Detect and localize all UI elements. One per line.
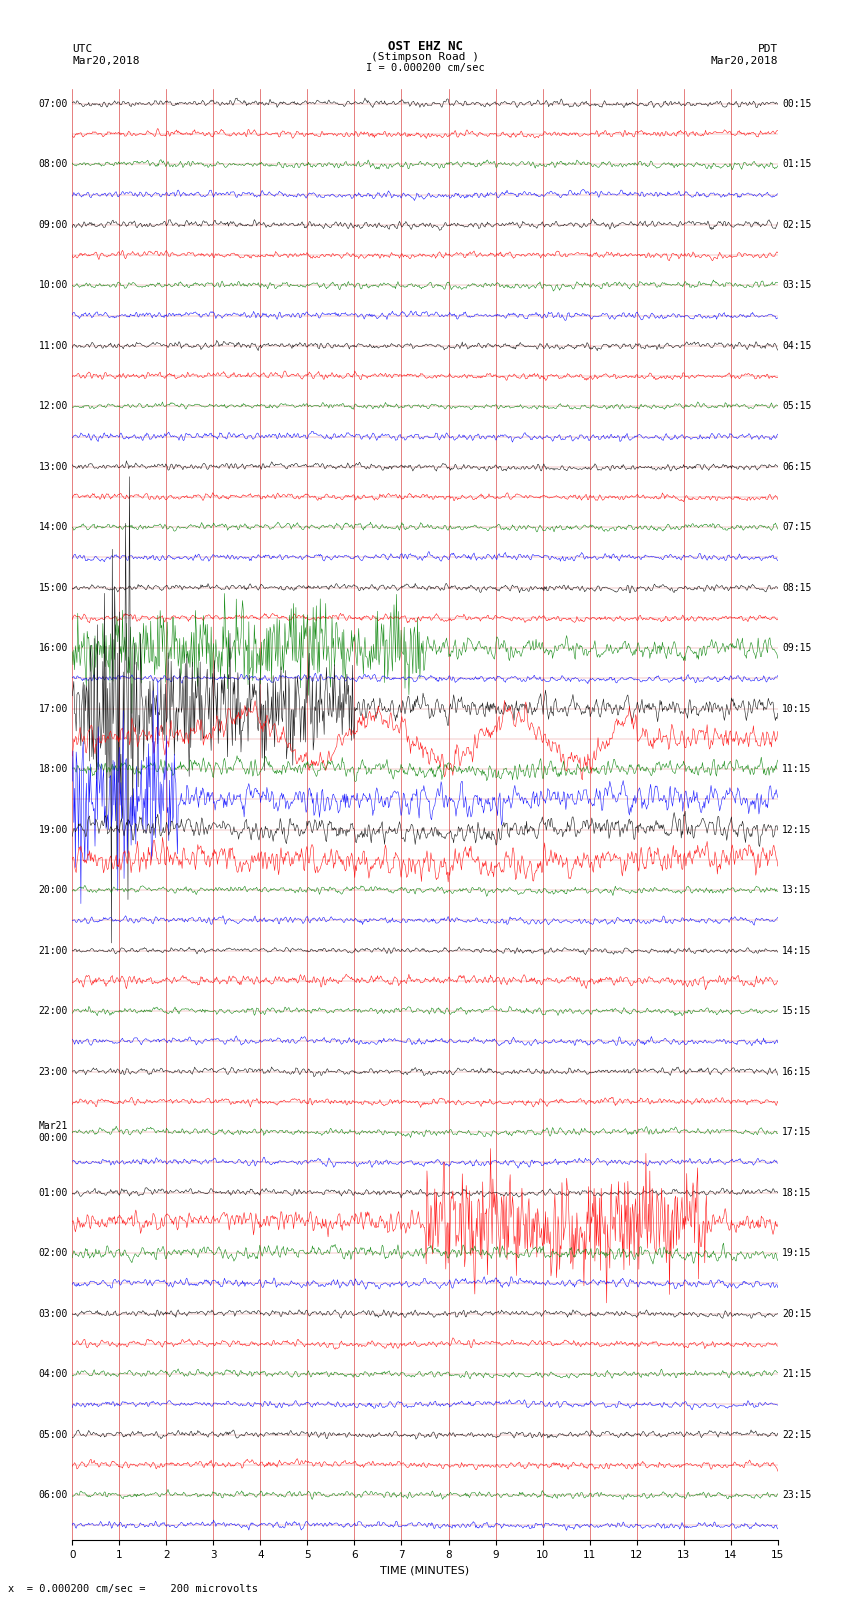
Text: I = 0.000200 cm/sec: I = 0.000200 cm/sec bbox=[366, 63, 484, 73]
Text: OST EHZ NC: OST EHZ NC bbox=[388, 40, 462, 53]
Text: 12:00: 12:00 bbox=[38, 402, 68, 411]
Text: 20:15: 20:15 bbox=[782, 1308, 812, 1318]
Text: 04:15: 04:15 bbox=[782, 340, 812, 350]
Text: 08:00: 08:00 bbox=[38, 160, 68, 169]
Text: 01:00: 01:00 bbox=[38, 1187, 68, 1197]
Text: 10:00: 10:00 bbox=[38, 281, 68, 290]
Text: 09:15: 09:15 bbox=[782, 644, 812, 653]
Text: 16:15: 16:15 bbox=[782, 1066, 812, 1076]
Text: 18:15: 18:15 bbox=[782, 1187, 812, 1197]
Text: 22:00: 22:00 bbox=[38, 1007, 68, 1016]
Text: 23:00: 23:00 bbox=[38, 1066, 68, 1076]
Text: 17:15: 17:15 bbox=[782, 1127, 812, 1137]
Text: 12:15: 12:15 bbox=[782, 824, 812, 834]
Text: 06:15: 06:15 bbox=[782, 461, 812, 471]
Text: 15:00: 15:00 bbox=[38, 582, 68, 592]
Text: 11:15: 11:15 bbox=[782, 765, 812, 774]
Text: Mar21
00:00: Mar21 00:00 bbox=[38, 1121, 68, 1144]
Text: 02:00: 02:00 bbox=[38, 1248, 68, 1258]
Text: 02:15: 02:15 bbox=[782, 219, 812, 229]
Text: PDT: PDT bbox=[757, 44, 778, 53]
Text: 01:15: 01:15 bbox=[782, 160, 812, 169]
Text: 10:15: 10:15 bbox=[782, 703, 812, 713]
Text: 16:00: 16:00 bbox=[38, 644, 68, 653]
Text: 04:00: 04:00 bbox=[38, 1369, 68, 1379]
Text: Mar20,2018: Mar20,2018 bbox=[711, 56, 778, 66]
Text: 19:00: 19:00 bbox=[38, 824, 68, 834]
X-axis label: TIME (MINUTES): TIME (MINUTES) bbox=[381, 1566, 469, 1576]
Text: 05:15: 05:15 bbox=[782, 402, 812, 411]
Text: 07:15: 07:15 bbox=[782, 523, 812, 532]
Text: 06:00: 06:00 bbox=[38, 1490, 68, 1500]
Text: 03:00: 03:00 bbox=[38, 1308, 68, 1318]
Text: 08:15: 08:15 bbox=[782, 582, 812, 592]
Text: 18:00: 18:00 bbox=[38, 765, 68, 774]
Text: 13:15: 13:15 bbox=[782, 886, 812, 895]
Text: 15:15: 15:15 bbox=[782, 1007, 812, 1016]
Text: 05:00: 05:00 bbox=[38, 1429, 68, 1439]
Text: 19:15: 19:15 bbox=[782, 1248, 812, 1258]
Text: (Stimpson Road ): (Stimpson Road ) bbox=[371, 52, 479, 61]
Text: 17:00: 17:00 bbox=[38, 703, 68, 713]
Text: 13:00: 13:00 bbox=[38, 461, 68, 471]
Text: 22:15: 22:15 bbox=[782, 1429, 812, 1439]
Text: 11:00: 11:00 bbox=[38, 340, 68, 350]
Text: 20:00: 20:00 bbox=[38, 886, 68, 895]
Text: 23:15: 23:15 bbox=[782, 1490, 812, 1500]
Text: 14:15: 14:15 bbox=[782, 945, 812, 955]
Text: 14:00: 14:00 bbox=[38, 523, 68, 532]
Text: Mar20,2018: Mar20,2018 bbox=[72, 56, 139, 66]
Text: 09:00: 09:00 bbox=[38, 219, 68, 229]
Text: 03:15: 03:15 bbox=[782, 281, 812, 290]
Text: 07:00: 07:00 bbox=[38, 98, 68, 108]
Text: UTC: UTC bbox=[72, 44, 93, 53]
Text: 21:15: 21:15 bbox=[782, 1369, 812, 1379]
Text: 00:15: 00:15 bbox=[782, 98, 812, 108]
Text: x  = 0.000200 cm/sec =    200 microvolts: x = 0.000200 cm/sec = 200 microvolts bbox=[8, 1584, 258, 1594]
Text: 21:00: 21:00 bbox=[38, 945, 68, 955]
